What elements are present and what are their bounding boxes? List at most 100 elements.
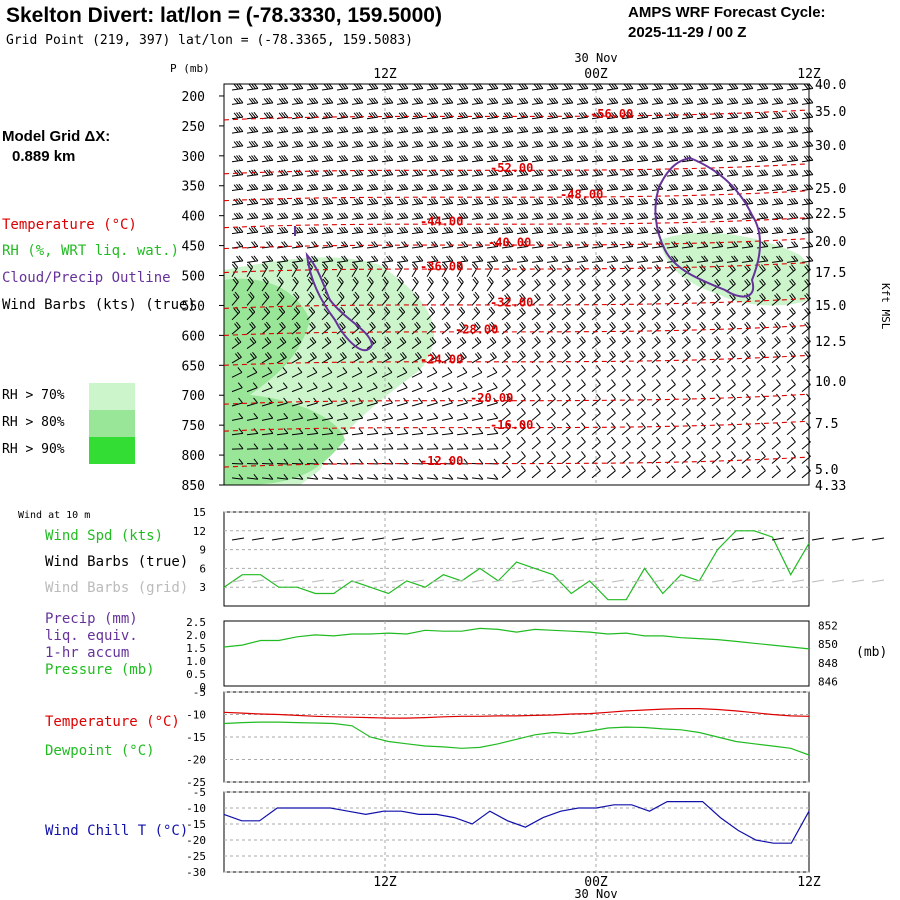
wind-barb-feather	[281, 227, 286, 233]
wind-barb-shaft	[516, 145, 528, 148]
wind-barb-feather	[643, 83, 649, 89]
wind-barb-feather	[686, 321, 691, 328]
wind-barb-feather	[521, 307, 526, 314]
wind-barb-feather	[356, 212, 361, 219]
time-tick-top: 00Z	[584, 67, 608, 82]
wind-barb-feather	[686, 350, 691, 357]
wind-barb-feather	[488, 261, 493, 268]
wind-barb-feather	[443, 276, 449, 283]
wind-barb-feather	[403, 428, 409, 434]
wind-barb-shaft	[291, 371, 303, 378]
wind-barb-feather	[491, 155, 496, 161]
wind-barb-feather	[793, 198, 799, 204]
wind-barb-shaft	[516, 398, 526, 407]
wind-barb-shaft	[786, 87, 798, 91]
wind-barb-shaft	[396, 260, 408, 263]
wind-barb-feather	[444, 291, 450, 298]
wind-barb-shaft	[321, 217, 333, 220]
wind-barb-feather	[654, 280, 659, 286]
wind-barb-feather	[728, 170, 734, 176]
wind-barb-shaft	[771, 355, 781, 364]
wind-barb-shaft	[756, 269, 766, 278]
wind-barb-shaft	[606, 159, 618, 163]
wind-barb-shaft	[561, 102, 573, 105]
wind-barb-feather	[231, 264, 237, 270]
wind-barb-shaft	[741, 116, 753, 120]
wind-barb-feather	[581, 451, 586, 457]
wind-barb-feather	[581, 364, 586, 371]
wind-barb-feather	[611, 212, 616, 219]
wind-barb-feather	[487, 278, 493, 285]
wind-barb-feather	[353, 198, 359, 205]
wind-barb-feather	[701, 169, 706, 176]
wind-barb-shaft	[276, 281, 284, 292]
wind-barb-shaft	[561, 231, 573, 235]
wind-barb-feather	[296, 255, 301, 262]
wind-barb-shaft	[771, 384, 781, 393]
wind-barb-shaft	[771, 202, 783, 206]
wind-barb-shaft	[636, 145, 648, 148]
wind-barb-shaft	[786, 174, 798, 177]
wind-barb-feather	[460, 306, 466, 313]
wind-barb-feather	[238, 111, 244, 118]
wind-barb-feather	[249, 323, 254, 329]
temperature-contour-label: -16.00	[490, 418, 533, 432]
wind-barb-feather	[281, 83, 286, 90]
wind-barb-feather	[371, 198, 376, 205]
wind-barb-feather	[296, 184, 301, 190]
wind-barb-feather	[308, 308, 314, 315]
wind-barb-feather	[233, 184, 239, 190]
wind-barb-feather	[553, 241, 559, 247]
wind-barb-feather	[566, 293, 571, 299]
sfc-wind-barb-true	[731, 537, 745, 541]
wind-barb-feather	[596, 264, 601, 270]
wind-barb-shaft	[741, 131, 753, 134]
wind-barb-feather	[626, 293, 631, 299]
wind-barb-shaft	[411, 296, 420, 306]
wind-barb-feather	[536, 336, 541, 342]
wind-barb-feather	[579, 308, 584, 315]
wind-barb-feather	[806, 350, 811, 357]
wind-barb-shaft	[741, 159, 753, 163]
wind-barb-feather	[563, 170, 569, 176]
wind-barb-feather	[793, 154, 799, 161]
wind-barb-shaft	[516, 456, 526, 464]
wind-barb-feather	[626, 155, 631, 161]
wind-barb-feather	[383, 213, 389, 219]
wind-barb-shaft	[426, 174, 438, 177]
wind-barb-feather	[387, 367, 393, 373]
wind-barb-feather	[703, 198, 709, 204]
wind-barb-shaft	[306, 217, 318, 220]
wind-barb-shaft	[801, 245, 813, 249]
wind-barb-feather	[486, 264, 492, 270]
wind-barb-shaft	[231, 202, 243, 206]
wind-barb-feather	[743, 141, 749, 147]
wind-barb-shaft	[246, 402, 258, 407]
wind-barb-feather	[758, 198, 764, 205]
wind-barb-feather	[613, 154, 619, 161]
wind-barb-feather	[385, 321, 391, 328]
wind-barb-shaft	[306, 102, 318, 105]
wind-barb-shaft	[231, 188, 243, 192]
wind-barb-feather	[278, 293, 283, 300]
wind-barb-shaft	[741, 412, 751, 421]
wind-barb-feather	[808, 140, 814, 147]
wind-barb-feather	[326, 212, 331, 219]
wind-barb-feather	[656, 451, 661, 457]
wind-barb-shaft	[711, 283, 721, 292]
wind-barb-shaft	[531, 412, 541, 421]
wind-barb-shaft	[786, 231, 798, 235]
wind-barb-shaft	[426, 202, 438, 206]
wind-barb-feather	[458, 198, 464, 205]
wind-barb-feather	[323, 276, 329, 283]
wind-barb-feather	[308, 198, 314, 205]
wind-barb-feather	[793, 169, 799, 175]
wind-barb-feather	[773, 83, 779, 90]
wind-barb-feather	[428, 170, 434, 176]
wind-barb-shaft	[456, 131, 468, 134]
wind-barb-feather	[593, 112, 599, 119]
wind-barb-feather	[463, 443, 469, 450]
wind-barb-feather	[491, 198, 496, 205]
wind-barb-feather	[536, 241, 541, 248]
pressure-tick-label: 400	[182, 210, 205, 225]
